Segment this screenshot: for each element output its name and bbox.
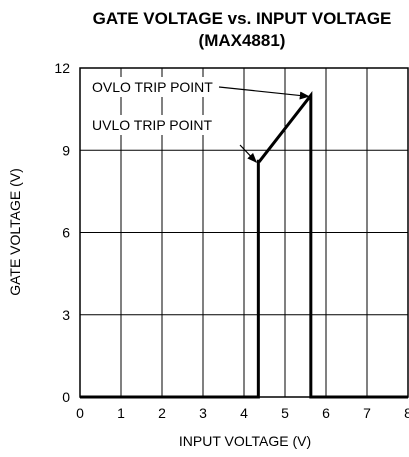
chart-subtitle: (MAX4881) (199, 31, 286, 50)
y-tick-labels: 0 3 6 9 12 (54, 60, 70, 405)
x-tick-label: 4 (240, 405, 248, 421)
x-tick-label: 8 (404, 405, 409, 421)
y-tick-label: 12 (54, 60, 70, 76)
x-tick-label: 0 (76, 405, 84, 421)
annotations: OVLO TRIP POINT UVLO TRIP POINT (88, 77, 310, 163)
y-tick-label: 0 (62, 389, 70, 405)
annotation-arrow (239, 144, 258, 163)
x-tick-label: 7 (363, 405, 371, 421)
x-tick-label: 5 (281, 405, 289, 421)
x-tick-labels: 0 1 2 3 4 5 6 7 8 (76, 405, 409, 421)
y-tick-label: 3 (62, 307, 70, 323)
y-tick-label: 9 (62, 142, 70, 158)
chart-title: GATE VOLTAGE vs. INPUT VOLTAGE (93, 9, 392, 28)
x-tick-label: 2 (158, 405, 166, 421)
x-tick-label: 1 (117, 405, 125, 421)
annotation-label: UVLO TRIP POINT (92, 117, 213, 133)
y-tick-label: 6 (62, 225, 70, 241)
y-axis-label: GATE VOLTAGE (V) (7, 168, 23, 296)
annotation-label: OVLO TRIP POINT (92, 79, 213, 95)
x-axis-label: INPUT VOLTAGE (V) (179, 433, 311, 449)
x-tick-label: 6 (322, 405, 330, 421)
x-tick-label: 3 (199, 405, 207, 421)
plot-frame (79, 67, 409, 398)
annotation-arrow (218, 86, 310, 100)
annotation-box (88, 115, 221, 135)
annotation-box (88, 77, 223, 97)
